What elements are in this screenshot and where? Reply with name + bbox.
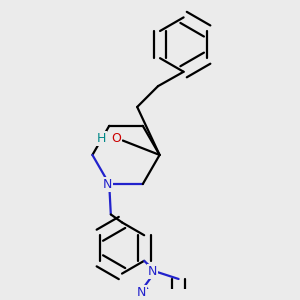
Text: N: N <box>103 178 112 190</box>
Text: N: N <box>148 265 158 278</box>
Text: O: O <box>111 132 121 146</box>
Text: N: N <box>136 286 146 299</box>
Text: H: H <box>96 132 106 146</box>
